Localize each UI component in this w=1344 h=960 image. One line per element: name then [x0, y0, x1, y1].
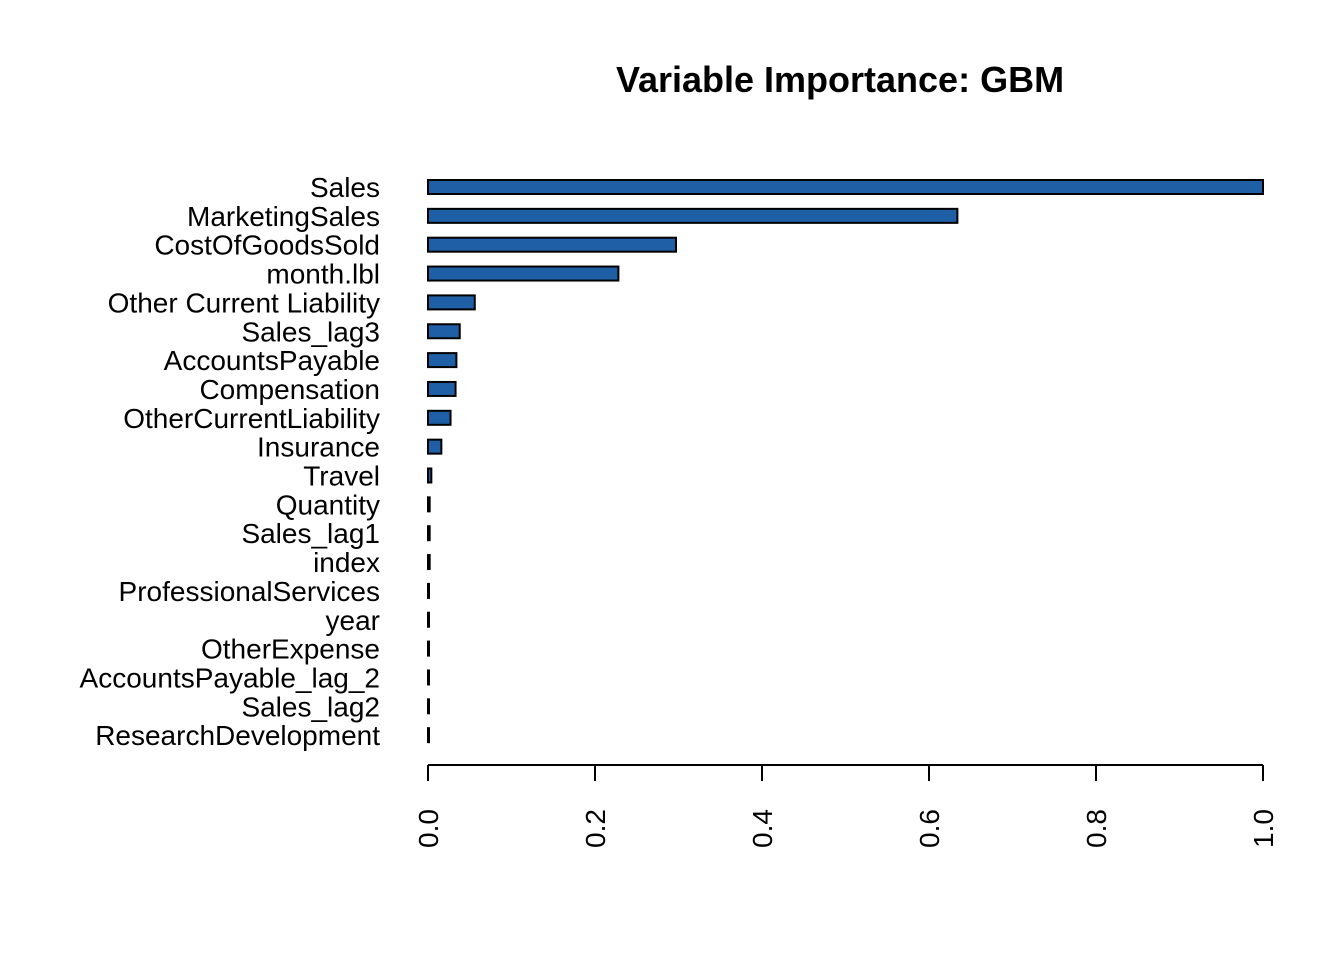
bar	[427, 207, 959, 224]
bar	[427, 323, 461, 340]
x-tick-label: 0.2	[580, 809, 611, 848]
category-labels: SalesMarketingSalesCostOfGoodsSoldmonth.…	[80, 172, 381, 751]
category-label: ProfessionalServices	[119, 576, 380, 607]
category-label: Sales_lag3	[241, 316, 380, 347]
x-tick-label: 0.4	[747, 809, 778, 848]
x-tick-label: 1.0	[1248, 809, 1279, 848]
bar	[427, 265, 620, 282]
category-label: AccountsPayable	[164, 345, 380, 376]
bar	[427, 352, 458, 369]
category-label: Quantity	[276, 489, 380, 520]
bar	[427, 409, 452, 426]
bar	[427, 727, 430, 744]
chart-title: Variable Importance: GBM	[616, 59, 1064, 100]
category-label: Travel	[303, 461, 380, 492]
x-tick-label: 0.8	[1081, 809, 1112, 848]
category-label: year	[326, 605, 380, 636]
bar	[427, 525, 431, 542]
x-axis: 0.0 0.2 0.4 0.6 0.8 1.0	[413, 764, 1279, 848]
x-tick-label: 0.6	[914, 809, 945, 848]
bar	[427, 698, 430, 715]
bar	[427, 611, 430, 628]
category-label: OtherExpense	[201, 634, 380, 665]
x-tick-label: 0.0	[413, 809, 444, 848]
category-label: Sales_lag2	[241, 691, 380, 722]
category-label: Sales_lag1	[241, 518, 380, 549]
category-label: AccountsPayable_lag_2	[80, 662, 380, 693]
category-label: ResearchDevelopment	[95, 720, 380, 751]
bar	[427, 582, 430, 599]
bar	[427, 496, 431, 513]
category-label: CostOfGoodsSold	[154, 230, 380, 261]
category-label: OtherCurrentLiability	[123, 403, 380, 434]
category-label: index	[313, 547, 380, 578]
bar	[427, 236, 677, 253]
category-label: Other Current Liability	[108, 287, 380, 318]
bar	[427, 179, 1264, 195]
category-label: MarketingSales	[187, 201, 380, 232]
bar	[427, 467, 433, 484]
bar	[427, 554, 431, 571]
bar	[427, 438, 443, 455]
category-label: Compensation	[199, 374, 380, 405]
bar	[427, 380, 457, 397]
bar	[427, 294, 476, 311]
category-label: Insurance	[257, 432, 380, 463]
category-label: Sales	[310, 172, 380, 203]
category-label: month.lbl	[266, 259, 380, 290]
bars-group	[427, 179, 1264, 744]
bar	[427, 669, 430, 686]
bar	[427, 640, 430, 657]
